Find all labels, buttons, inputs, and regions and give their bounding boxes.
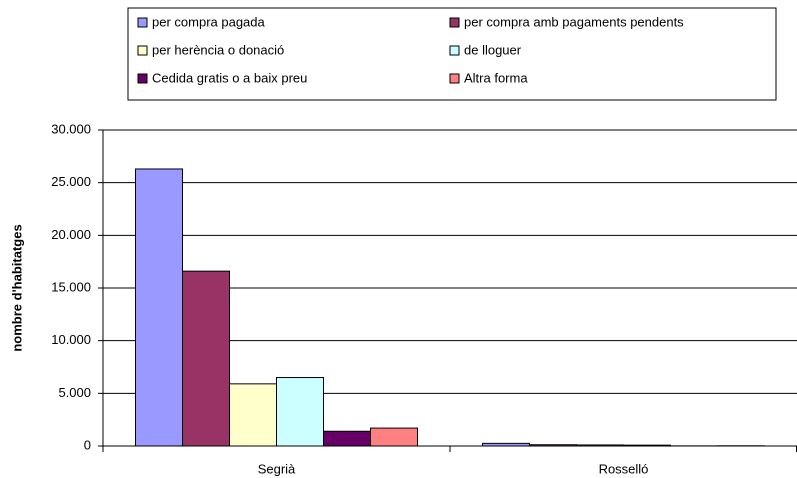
y-tick-label: 30.000: [51, 121, 91, 136]
y-tick-label: 5.000: [58, 385, 91, 400]
legend-swatch: [137, 17, 148, 28]
y-tick-label: 25.000: [51, 174, 91, 189]
legend-swatch: [137, 73, 148, 84]
y-tick-label: 20.000: [51, 227, 91, 242]
legend-swatch: [449, 73, 460, 84]
legend-swatch: [449, 45, 460, 56]
legend-label: per compra pagada: [152, 14, 266, 29]
x-tick-label: Rosselló: [599, 461, 649, 476]
legend-swatch: [449, 17, 460, 28]
bar: [276, 377, 324, 447]
bar: [182, 270, 230, 447]
legend-label: Cedida gratis o a baix preu: [152, 70, 307, 85]
legend-label: per compra amb pagaments pendents: [464, 14, 684, 29]
legend-label: Altra forma: [464, 70, 528, 85]
bar: [370, 427, 418, 447]
legend-swatch: [137, 45, 148, 56]
legend-label: de lloguer: [464, 42, 522, 57]
bar: [229, 383, 277, 447]
y-tick-label: 15.000: [51, 279, 91, 294]
x-tick-label: Segrià: [258, 461, 296, 476]
bar: [135, 168, 183, 447]
y-tick-label: 10.000: [51, 332, 91, 347]
y-axis-label: nombre d'habitatges: [9, 224, 24, 351]
y-tick-label: 0: [84, 437, 91, 452]
legend-label: per herència o donació: [152, 42, 284, 57]
bar: [323, 430, 371, 447]
